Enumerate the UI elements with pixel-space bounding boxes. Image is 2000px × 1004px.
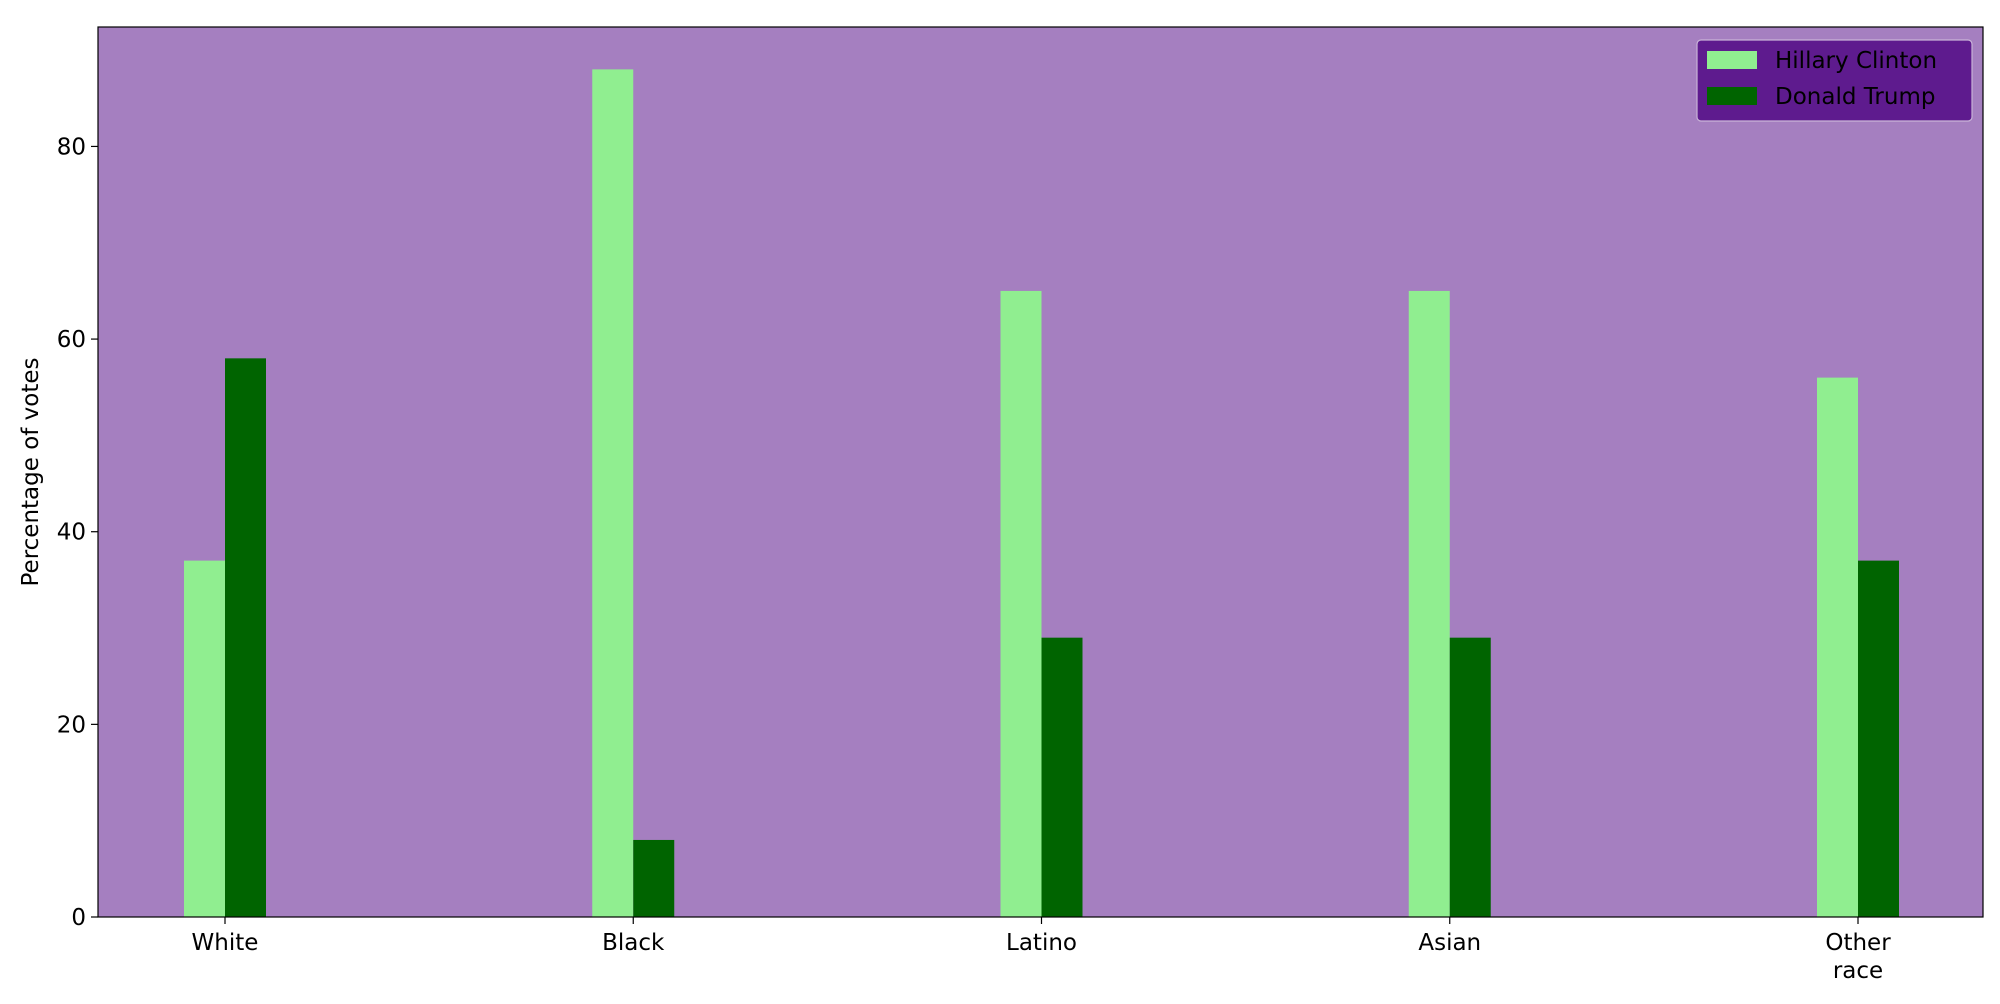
- x-tick-label: Latino: [1006, 930, 1077, 956]
- y-tick-label: 80: [57, 134, 86, 160]
- bar-asian-series-2: [1449, 637, 1491, 917]
- bar-other-race-series-1: [1817, 377, 1858, 917]
- y-tick-label: 60: [57, 327, 86, 353]
- legend-label: Hillary Clinton: [1775, 48, 1937, 74]
- bar-white-series-2: [225, 358, 266, 917]
- x-tick-label: Asian: [1418, 930, 1481, 956]
- x-tick-label: White: [192, 930, 259, 956]
- legend-label: Donald Trump: [1775, 84, 1935, 110]
- legend-swatch: [1707, 87, 1757, 105]
- legend-swatch: [1707, 51, 1757, 69]
- bar-black-series-1: [592, 69, 634, 917]
- bar-latino-series-2: [1041, 637, 1083, 917]
- bar-asian-series-1: [1408, 290, 1450, 918]
- bar-other-race-series-2: [1858, 560, 1899, 917]
- bar-white-series-1: [184, 560, 225, 917]
- x-tick-label: Black: [602, 930, 665, 956]
- x-tick-label: Other race: [1825, 930, 1891, 984]
- y-tick-label: 20: [57, 712, 86, 738]
- y-axis: 0 20 40 60 80: [57, 134, 98, 931]
- plot-frame: [97, 26, 1984, 918]
- bars-group: [184, 69, 1899, 918]
- y-tick-label: 0: [71, 905, 86, 931]
- y-axis-label: Percentage of votes: [18, 357, 44, 586]
- bar-latino-series-1: [1000, 290, 1042, 918]
- legend-box: [1696, 39, 1973, 122]
- bar-black-series-2: [633, 839, 675, 917]
- y-tick-label: 40: [57, 520, 86, 546]
- legend: Hillary Clinton Donald Trump: [1696, 39, 1973, 122]
- x-axis: White Black Latino Asian Other race: [192, 917, 1891, 984]
